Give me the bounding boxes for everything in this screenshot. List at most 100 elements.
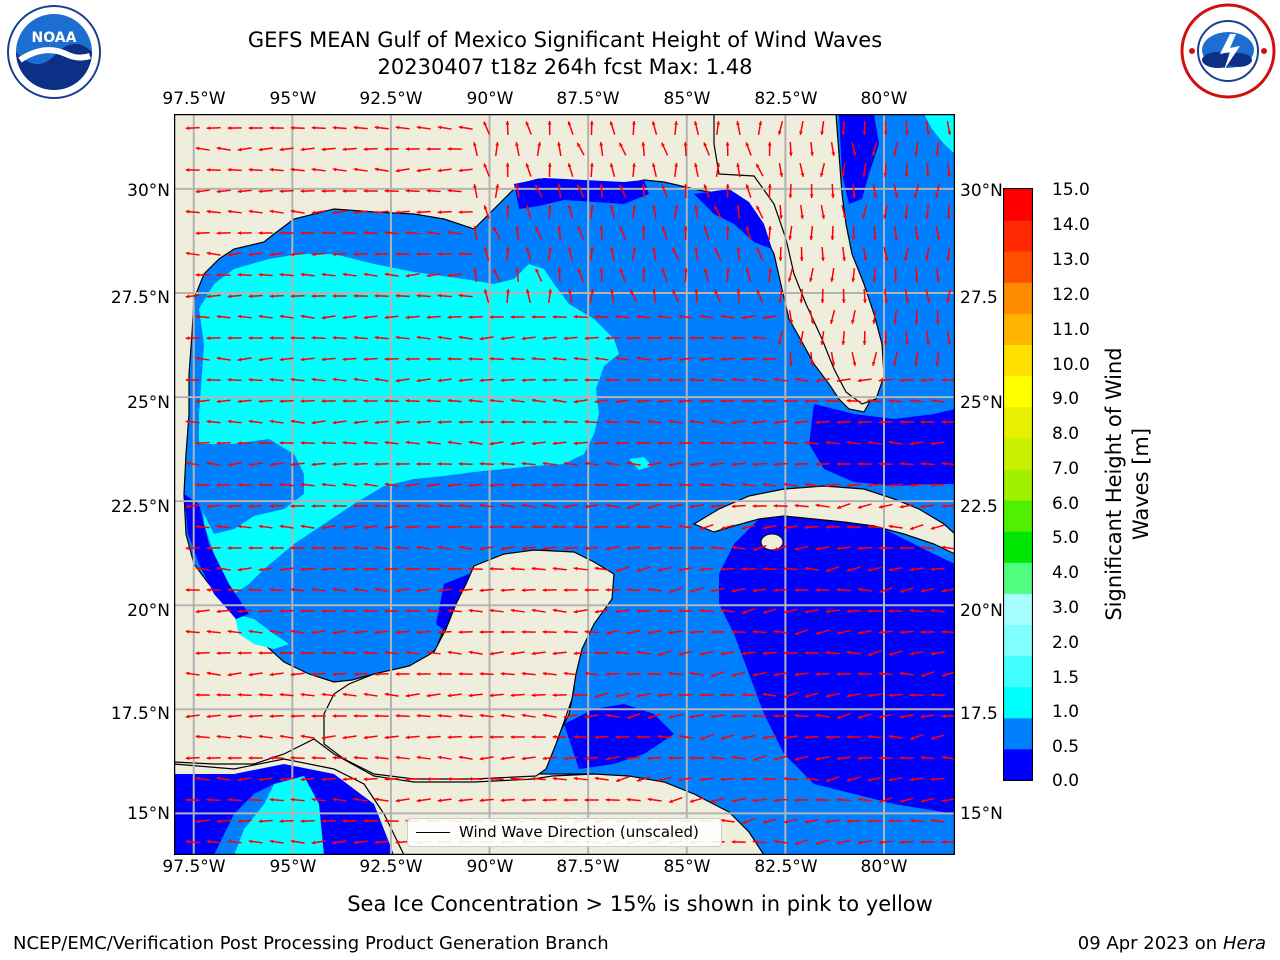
wind-wave-arrow-head [290,587,295,592]
wind-wave-arrow-head [752,714,757,718]
wind-wave-arrow-head [577,184,581,189]
wind-wave-arrow-head [342,650,347,655]
wind-wave-arrow-head [384,230,389,235]
wind-wave-arrow-head [447,230,452,235]
wind-wave-arrow-head [926,131,931,135]
wind-wave-arrow-head [332,125,337,130]
wind-wave-arrow-head [311,462,316,467]
wind-wave-arrow-head [768,226,772,230]
wind-wave-arrow-head [300,147,305,152]
wind-wave-arrow-head [836,378,841,383]
wind-wave-arrow-head [710,798,715,803]
wind-wave-arrow-head [857,546,862,551]
wind-wave-arrow-head [857,378,862,383]
wind-wave-arrow-head [493,226,497,231]
wind-wave-arrow-head [726,268,730,272]
wind-wave-arrow-head [610,247,614,251]
wind-wave-arrow-head [437,503,442,508]
wind-wave-arrow-head [426,398,431,403]
wind-wave-arrow-head [321,567,326,572]
wind-wave-arrow-head [752,462,757,467]
wind-wave-arrow-head [353,377,358,382]
wind-wave-arrow-head [227,504,232,509]
wind-wave-arrow-head [510,651,515,656]
wind-wave-arrow-head [799,299,804,303]
wind-wave-arrow-head [863,299,867,303]
colorbar-label-line2: Waves [m] [1129,427,1153,541]
wind-wave-arrow-head [552,441,557,446]
wind-wave-arrow-head [353,840,358,845]
wind-wave-arrow-head [374,672,379,677]
wind-wave-arrow-head [905,299,910,303]
wind-wave-arrow-head [753,757,757,761]
wind-wave-arrow-head [237,231,242,235]
wind-wave-arrow-head [269,209,274,214]
noaa-logo-text: NOAA [32,30,77,46]
wind-wave-arrow-head [762,566,767,571]
colorbar-tick: 13.0 [1052,250,1090,270]
wind-wave-arrow-head [825,819,830,824]
legend-line-icon [416,832,450,833]
wind-wave-arrow-head [741,440,746,445]
wind-wave-arrow-head [658,652,662,656]
wind-wave-arrow-head [510,356,515,361]
wind-wave-arrow-head [515,184,519,188]
wind-wave-arrow-head [311,797,316,802]
wind-wave-arrow-head [894,236,898,240]
wind-wave-arrow-head [342,189,347,193]
wind-wave-arrow-head [809,236,814,240]
wind-wave-arrow-head [689,671,694,676]
wind-wave-arrow-head [694,289,699,293]
wind-wave-arrow-head [206,504,211,509]
wind-wave-arrow-head [468,776,473,781]
wind-wave-arrow-head [311,294,316,298]
wind-wave-arrow-head [237,482,242,487]
wind-wave-arrow-head [479,798,484,803]
dark-blue-atlantic [839,114,879,204]
wind-wave-arrow-head [437,713,442,718]
wind-wave-arrow-head [384,692,389,697]
wind-wave-arrow-head [353,294,358,298]
wind-wave-arrow-head [710,545,715,550]
wind-wave-arrow-head [563,629,568,634]
wind-wave-arrow-head [300,314,305,319]
wind-wave-arrow-head [185,798,190,802]
colorbar-segment [1004,220,1032,252]
wind-wave-arrow-head [878,378,883,383]
wind-wave-arrow-head [605,461,610,466]
wind-wave-arrow-head [920,755,925,760]
wind-wave-arrow-head [799,131,803,135]
wind-wave-arrow-head [745,184,750,189]
wind-wave-arrow-head [248,252,253,257]
wind-wave-arrow-head [311,672,316,677]
wind-wave-arrow-head [626,336,631,341]
wind-wave-arrow-head [647,797,652,802]
wind-wave-arrow-head [668,336,673,340]
wind-wave-arrow-head [531,651,536,656]
wind-wave-arrow-head [657,567,662,572]
wind-wave-arrow-head [893,320,898,324]
wind-wave-arrow-head [237,399,242,404]
wind-wave-arrow-head [731,588,736,593]
wind-wave-arrow-head [195,231,200,236]
wind-wave-arrow-head [647,505,652,509]
wind-wave-arrow-head [290,672,295,677]
wind-wave-arrow-head [321,650,326,655]
wind-wave-arrow-head [573,483,578,487]
wind-wave-arrow-head [804,398,809,403]
wind-wave-arrow-head [195,399,200,404]
wind-wave-arrow-head [300,399,305,404]
wind-wave-arrow-head [269,126,274,130]
wind-wave-arrow-head [615,314,620,319]
wind-wave-arrow-head [930,441,935,446]
wind-wave-arrow-head [852,151,857,156]
wind-wave-arrow-head [867,440,872,445]
wind-wave-arrow-head [699,608,704,613]
wind-wave-arrow-head [674,163,679,167]
wind-wave-arrow-head [237,357,242,362]
wind-wave-arrow-head [300,692,305,697]
wind-wave-arrow-head [321,399,326,403]
wind-wave-arrow-head [489,356,494,361]
wind-wave-arrow-head [321,357,326,362]
wind-wave-arrow-head [437,420,442,425]
